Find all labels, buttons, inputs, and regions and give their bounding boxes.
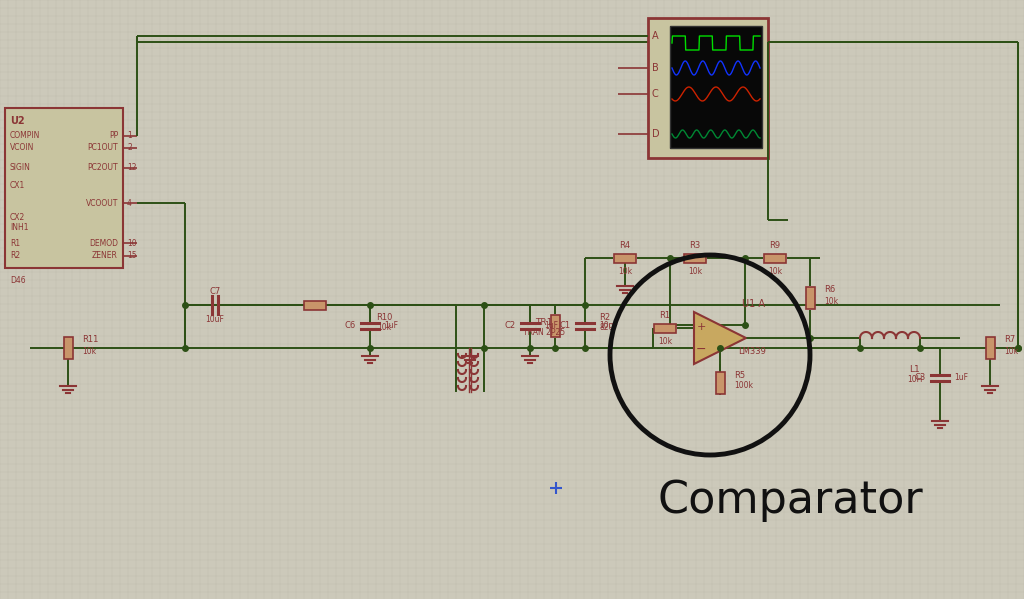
Text: R1: R1 bbox=[10, 238, 20, 247]
Text: DEMOD: DEMOD bbox=[89, 238, 118, 247]
FancyBboxPatch shape bbox=[551, 315, 559, 337]
Text: R11: R11 bbox=[82, 335, 98, 344]
Text: 10H: 10H bbox=[907, 376, 923, 385]
Text: C: C bbox=[652, 89, 658, 99]
Text: 10: 10 bbox=[127, 238, 136, 247]
Text: C7: C7 bbox=[209, 286, 220, 295]
Text: C1: C1 bbox=[560, 322, 571, 331]
Text: 10k: 10k bbox=[82, 346, 96, 355]
Text: R10: R10 bbox=[376, 313, 392, 322]
Text: LM339: LM339 bbox=[738, 347, 766, 356]
Text: D46: D46 bbox=[10, 276, 26, 285]
Text: R7: R7 bbox=[1004, 335, 1015, 344]
FancyBboxPatch shape bbox=[985, 337, 994, 359]
FancyBboxPatch shape bbox=[654, 323, 676, 332]
Text: INH1: INH1 bbox=[10, 223, 29, 232]
Text: R2: R2 bbox=[599, 313, 610, 322]
Text: 10k: 10k bbox=[824, 297, 838, 305]
Text: 10k: 10k bbox=[1004, 346, 1018, 355]
Text: CX1: CX1 bbox=[10, 181, 26, 190]
Text: 15: 15 bbox=[127, 252, 136, 261]
Text: 2: 2 bbox=[127, 144, 132, 153]
FancyBboxPatch shape bbox=[648, 18, 768, 158]
Text: 10uF: 10uF bbox=[599, 322, 617, 331]
Text: 820: 820 bbox=[599, 323, 613, 332]
Text: 10k: 10k bbox=[768, 267, 782, 276]
Text: PC2OUT: PC2OUT bbox=[87, 164, 118, 173]
FancyBboxPatch shape bbox=[304, 301, 326, 310]
Text: 10k: 10k bbox=[688, 267, 702, 276]
Text: U1 A: U1 A bbox=[742, 299, 765, 309]
FancyBboxPatch shape bbox=[764, 253, 786, 262]
Text: 1uF: 1uF bbox=[954, 374, 968, 383]
Text: VCOOUT: VCOOUT bbox=[86, 198, 118, 207]
Text: 10k: 10k bbox=[377, 323, 391, 332]
Text: R2: R2 bbox=[10, 252, 20, 261]
Text: R1: R1 bbox=[659, 310, 671, 319]
Text: R6: R6 bbox=[824, 286, 836, 295]
Text: PP: PP bbox=[109, 132, 118, 141]
FancyBboxPatch shape bbox=[63, 337, 73, 359]
Text: 1uF: 1uF bbox=[544, 322, 558, 331]
Text: 10k: 10k bbox=[658, 337, 672, 346]
Text: 12: 12 bbox=[127, 164, 136, 173]
Text: TR1: TR1 bbox=[536, 318, 553, 327]
Text: CX2: CX2 bbox=[10, 213, 26, 222]
Text: R4: R4 bbox=[620, 241, 631, 250]
Text: 10uF: 10uF bbox=[206, 314, 224, 323]
FancyBboxPatch shape bbox=[5, 108, 123, 268]
Text: +: + bbox=[696, 322, 706, 332]
FancyBboxPatch shape bbox=[614, 253, 636, 262]
FancyBboxPatch shape bbox=[806, 287, 814, 309]
FancyBboxPatch shape bbox=[670, 26, 762, 148]
FancyBboxPatch shape bbox=[716, 372, 725, 394]
Text: R9: R9 bbox=[769, 241, 780, 250]
Text: C3: C3 bbox=[914, 374, 926, 383]
Text: 1uF: 1uF bbox=[384, 322, 398, 331]
Text: TRAN 2P25: TRAN 2P25 bbox=[523, 328, 565, 337]
Text: R5: R5 bbox=[734, 371, 745, 380]
Text: ZENER: ZENER bbox=[92, 252, 118, 261]
Text: R3: R3 bbox=[689, 241, 700, 250]
Text: PC1OUT: PC1OUT bbox=[87, 144, 118, 153]
Text: Comparator: Comparator bbox=[657, 479, 923, 522]
Text: COMPIN: COMPIN bbox=[10, 132, 40, 141]
Text: U2: U2 bbox=[10, 116, 25, 126]
Text: C6: C6 bbox=[345, 322, 356, 331]
Polygon shape bbox=[694, 312, 746, 364]
Text: B: B bbox=[652, 63, 658, 73]
Text: 10k: 10k bbox=[617, 267, 632, 276]
Text: 4: 4 bbox=[127, 198, 132, 207]
Text: −: − bbox=[695, 343, 707, 355]
FancyBboxPatch shape bbox=[684, 253, 706, 262]
Text: 100k: 100k bbox=[734, 382, 753, 391]
Text: C2: C2 bbox=[505, 322, 516, 331]
Text: D: D bbox=[652, 129, 659, 139]
Text: VCOIN: VCOIN bbox=[10, 144, 35, 153]
Text: L1: L1 bbox=[909, 365, 921, 374]
Text: SIGIN: SIGIN bbox=[10, 164, 31, 173]
Text: A: A bbox=[652, 31, 658, 41]
Text: 1: 1 bbox=[127, 132, 132, 141]
